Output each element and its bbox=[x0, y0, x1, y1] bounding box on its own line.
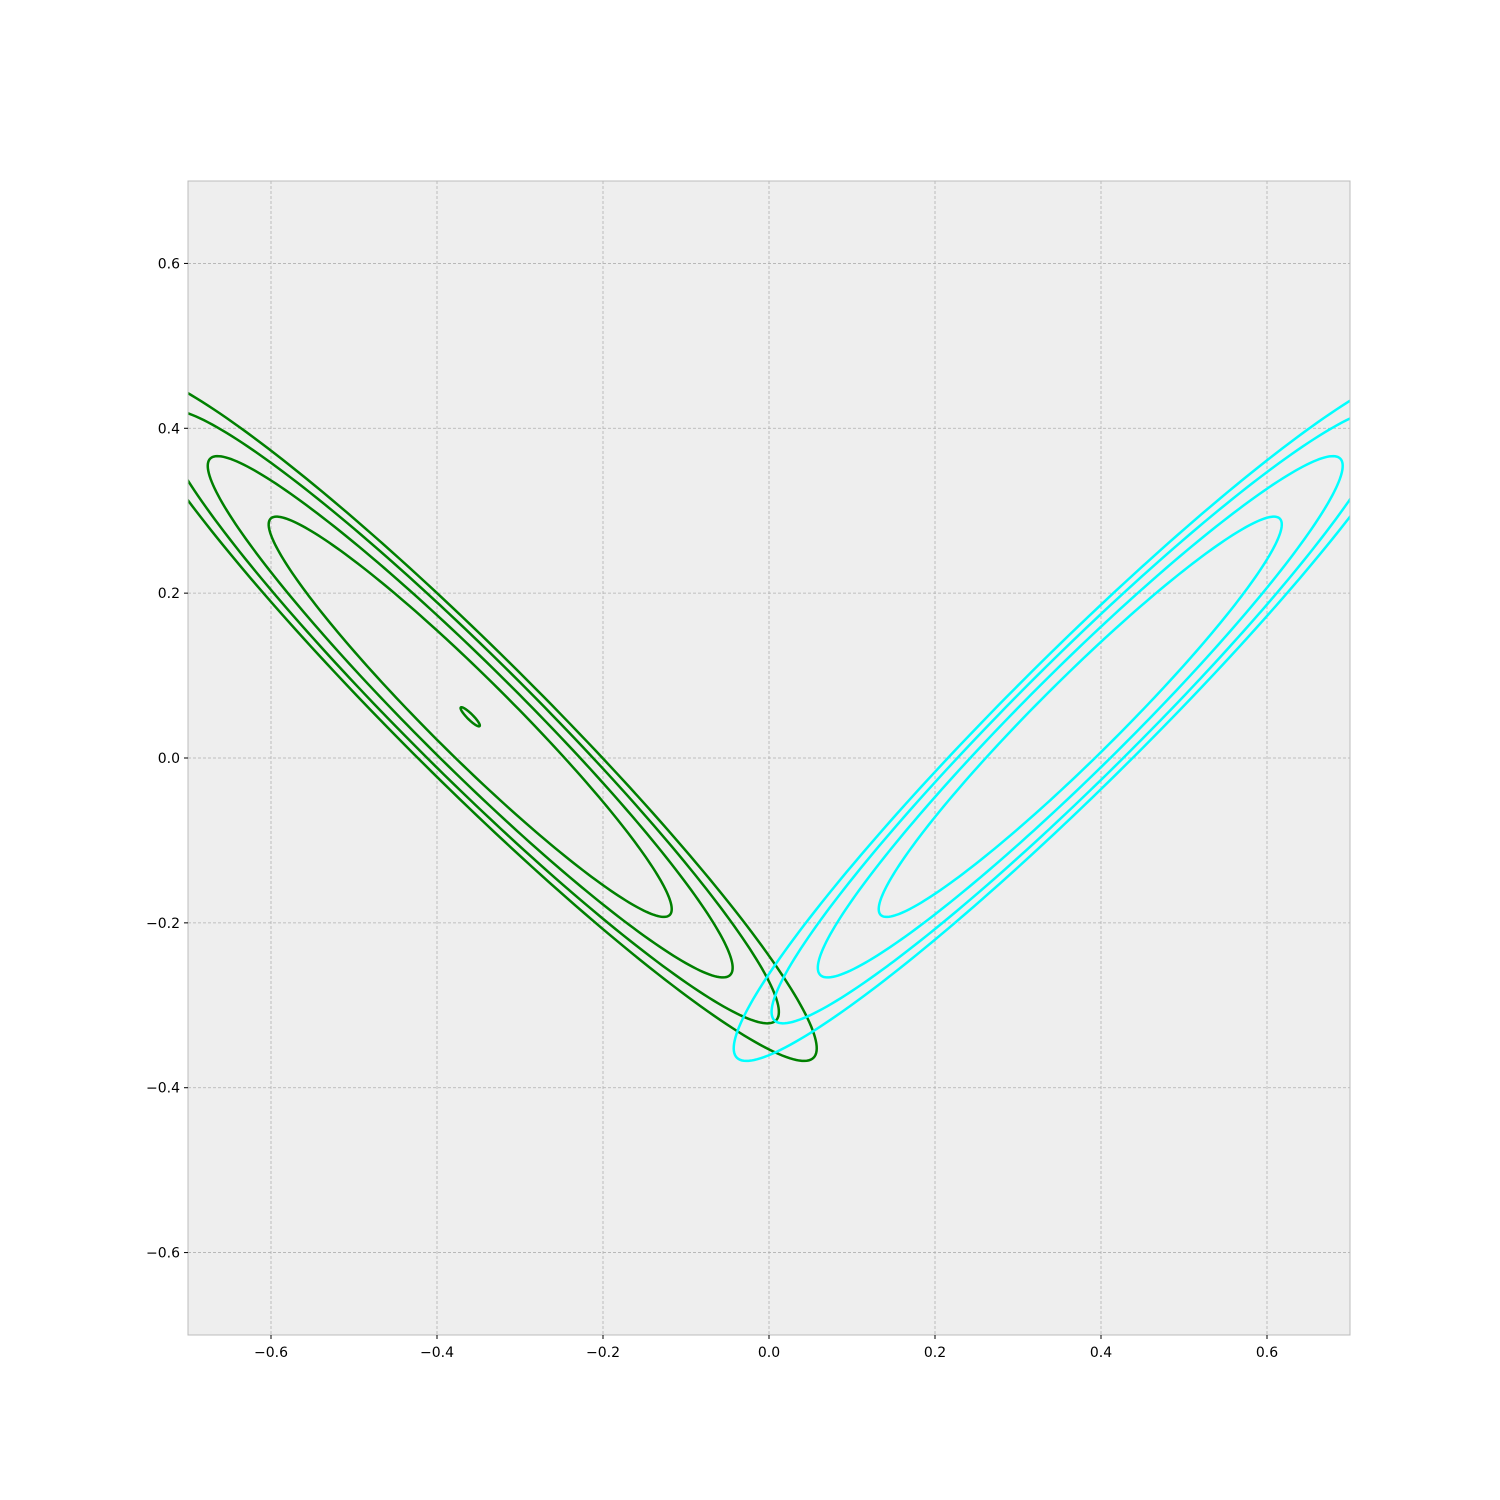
contour-line bbox=[206, 454, 734, 979]
contour-series-1 bbox=[188, 391, 818, 1063]
axis-ticks: −0.6 −0.4 −0.2 0.0 0.2 0.4 0.6 −0.6 −0.4 −0.2 0.0 0… bbox=[146, 256, 1278, 1361]
contour-lines bbox=[188, 391, 1350, 1063]
y-tick-label: 0.2 bbox=[158, 586, 180, 602]
contour-line bbox=[459, 705, 482, 728]
x-tick-label: 0.0 bbox=[758, 1345, 780, 1361]
contour-line bbox=[267, 515, 673, 919]
x-tick-label: 0.2 bbox=[924, 1345, 946, 1361]
contour-series-2 bbox=[732, 399, 1350, 1063]
contour-line bbox=[732, 399, 1350, 1063]
y-tick-label: −0.2 bbox=[146, 916, 180, 932]
contour-line bbox=[188, 391, 818, 1063]
contour-line bbox=[877, 515, 1284, 919]
x-tick-label: −0.2 bbox=[586, 1345, 620, 1361]
contour-line bbox=[188, 412, 781, 1025]
y-tick-label: −0.4 bbox=[146, 1081, 180, 1097]
x-tick-label: 0.4 bbox=[1090, 1345, 1112, 1361]
contour-line bbox=[816, 454, 1344, 979]
y-tick-label: −0.6 bbox=[146, 1246, 180, 1262]
y-tick-label: 0.0 bbox=[158, 751, 180, 767]
y-tick-label: 0.4 bbox=[158, 421, 180, 437]
y-tick-label: 0.6 bbox=[158, 256, 180, 272]
x-tick-label: −0.6 bbox=[254, 1345, 288, 1361]
contour-line bbox=[770, 417, 1350, 1025]
x-tick-label: −0.4 bbox=[420, 1345, 454, 1361]
x-tick-label: 0.6 bbox=[1256, 1345, 1278, 1361]
